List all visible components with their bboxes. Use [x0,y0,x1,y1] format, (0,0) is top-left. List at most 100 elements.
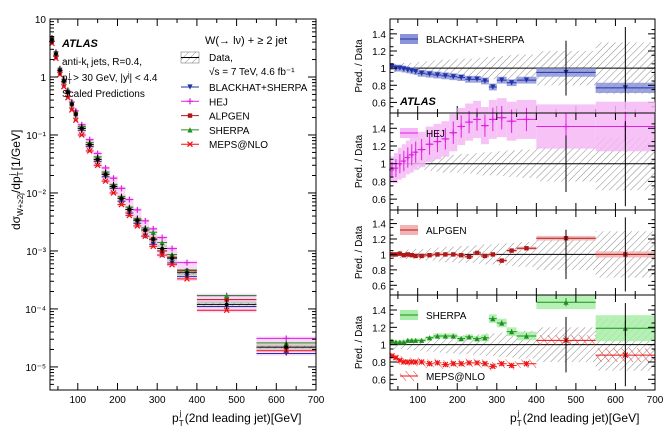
sherpa-point [224,292,230,299]
ratio-point [450,74,456,80]
alpgen-point [224,297,229,302]
ratio-point [563,299,569,305]
ratio-point [523,116,530,123]
ratio-point [489,363,496,370]
data-point [284,345,289,349]
y-tick-label: 0.6 [372,281,386,292]
data-point [87,142,92,147]
sherpa-point [159,239,165,246]
mepsnlo-point-b [94,162,101,169]
y-tick-label: 1 [380,64,386,75]
data-point [119,196,124,201]
ratio-point-b [418,359,425,365]
blackhatsherpa-point [169,260,175,266]
ratio-panel-frame [389,294,656,391]
jet-definition-label: anti-kt jets, R=0.4, [62,57,142,70]
ratio-point-b [450,360,457,367]
data-point [224,302,229,307]
ratio-point-b [426,360,433,367]
ratio-point [482,360,488,367]
ratio-y-axis-label: Pred. / Data [354,39,365,93]
main-y-axis-label: dσW+≥2j/dpTj [1/GeV] [8,130,25,230]
legend-label-meps: MEPS@NLO [426,372,485,383]
ratio-point [498,114,505,121]
ratio-x-axis-label: pTj (2nd leading jet)[GeV] [510,409,639,428]
ratio-point [498,360,505,367]
x-tick-label: 700 [647,395,664,406]
ratio-point [458,253,464,258]
ratio-point [490,252,496,257]
y-tick-label: 0.6 [372,98,386,109]
ratio-point [426,335,433,341]
ratio-point [393,339,399,345]
mepsnlo-point [150,243,157,250]
mepsnlo-point [78,132,85,138]
ratio-panel-3: 0.6 0.8 1 1.2 1.4 Pred. / Data ALPGEN [354,209,656,296]
ratio-point [397,251,403,256]
hej-point [118,185,125,192]
mepsnlo-point [110,190,117,196]
mepsnlo-point-b [64,94,71,101]
ratio-point [442,73,448,79]
ratio-point [458,123,465,130]
ratio-point [443,252,448,257]
ratio-point-b [458,360,465,367]
y-tick-label: 10⁻⁵ [25,363,46,374]
blackhatsherpa-point [150,241,156,247]
ratio-point [508,362,515,369]
ratio-y-axis-label: Pred. / Data [354,225,365,279]
ratio-point [482,253,488,259]
ratio-point [509,248,514,253]
x-tick-label: 700 [308,395,325,406]
ratio-point [413,253,418,259]
x-tick-label: 300 [488,395,505,406]
y-tick-label: 1.4 [372,306,386,317]
x-tick-label: 600 [268,395,285,406]
ratio-point [499,320,505,326]
ratio-point [405,252,410,257]
ratio-point [458,360,465,367]
ratio-point-b [466,359,473,366]
ratio-point [389,63,395,70]
ratio-point [509,80,515,86]
y-tick-label: 1 [380,250,386,261]
mepsnlo-point-b [169,261,176,268]
mepsnlo-point [142,233,149,240]
data-point [70,102,74,106]
data-point [58,68,62,73]
legend-label-hej: HEJ [426,129,445,140]
mepsnlo-point-b [184,275,190,282]
ratio-point [523,360,530,367]
data-point [66,90,70,94]
ratio-panel-4: 0.6 0.8 1 1.2 1.4 Pred. / Data SHERPA MEPS@NLO [354,294,656,391]
ratio-point [435,252,440,257]
mepsnlo-point [159,252,166,258]
mepsnlo-point [64,94,71,101]
scaled-predictions-label: Scaled Predictions [62,89,145,100]
ratio-point [426,141,433,148]
main-plot-axes: 100 200 300 400 500 600 700 10 1 10⁻¹ 10⁻² 10⁻³ 10⁻⁴… [25,15,324,406]
ratio-point [434,138,441,145]
x-tick-label: 200 [449,395,466,406]
ratio-point-b [396,357,403,364]
lumi-label: √s = 7 TeV, 4.6 fb⁻¹ [209,66,295,78]
mepsnlo-point [68,107,75,113]
ratio-point [397,65,403,71]
data-point [143,228,148,232]
ratio-point [450,333,456,339]
mepsnlo-point-b [150,243,157,250]
mepsnlo-point-b [110,190,117,196]
ratio-point-b [498,360,505,367]
mepsnlo-point-b [60,83,67,90]
mepsnlo-point-b [68,107,75,113]
ratio-point [508,118,515,125]
x-tick-label: 200 [109,395,126,406]
y-tick-label: 1.2 [372,142,386,153]
atlas-label: ATLAS [61,38,99,50]
ratio-panel-1: 0.6 0.8 1 1.2 1.4 Pred. / Data BLACKHAT+SHERPA [354,18,656,114]
ratio-point [413,337,419,343]
mepsnlo-point [184,275,190,282]
ratio-point-b [442,361,449,368]
ratio-point [401,253,407,258]
y-tick-label: 1.4 [372,30,386,41]
